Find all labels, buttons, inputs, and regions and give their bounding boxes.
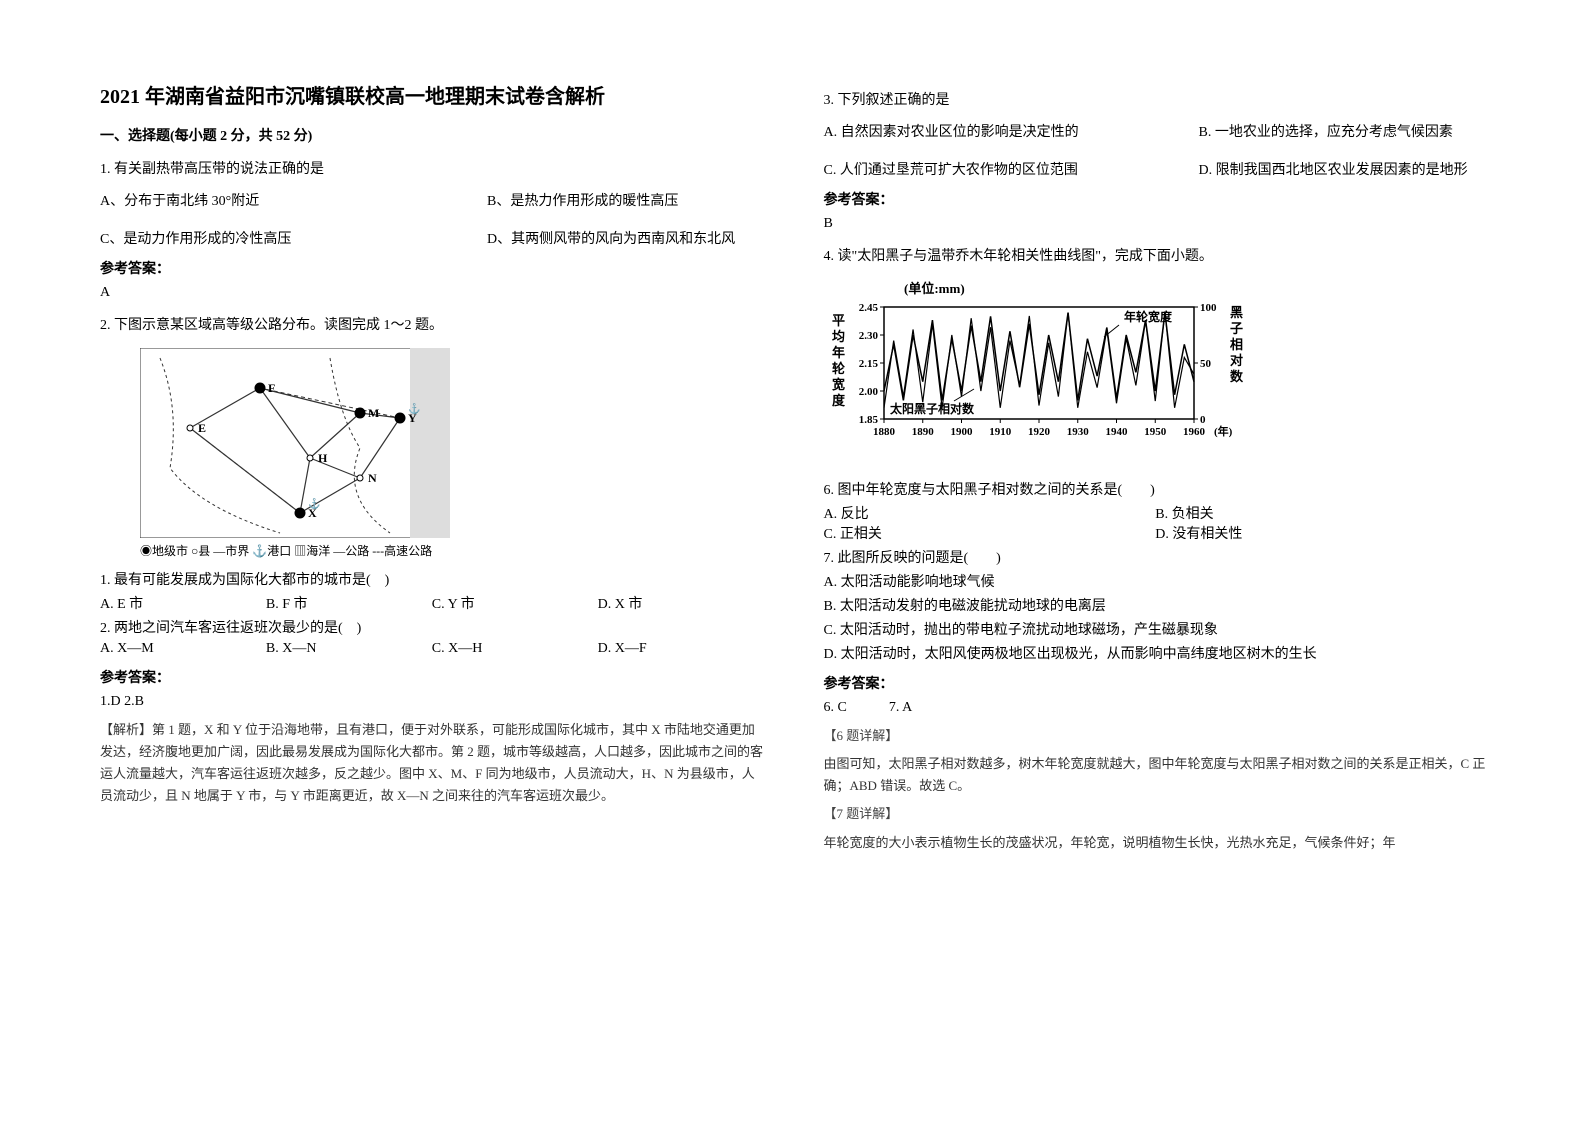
right-column: 3. 下列叙述正确的是 A. 自然因素对农业区位的影响是决定性的 B. 一地农业… bbox=[824, 80, 1488, 854]
explain7: 年轮宽度的大小表示植物生长的茂盛状况，年轮宽，说明植物生长快，光热水充足，气候条… bbox=[824, 832, 1488, 854]
opt: A. 反比 bbox=[824, 503, 1156, 523]
q1-answer: A bbox=[100, 282, 764, 304]
explain6-hd: 【6 题详解】 bbox=[824, 725, 1488, 747]
q3-answer: B bbox=[824, 213, 1488, 235]
opt: D. 没有相关性 bbox=[1155, 523, 1487, 543]
q4-stem: 4. 读"太阳黑子与温带乔木年轮相关性曲线图"，完成下面小题。 bbox=[824, 244, 1488, 269]
svg-text:2.30: 2.30 bbox=[858, 330, 878, 342]
svg-text:2.00: 2.00 bbox=[858, 386, 878, 398]
q3-opt-b: B. 一地农业的选择，应充分考虑气候因素 bbox=[1199, 121, 1487, 141]
svg-text:1880: 1880 bbox=[873, 426, 896, 438]
svg-text:1930: 1930 bbox=[1066, 426, 1089, 438]
svg-text:1950: 1950 bbox=[1144, 426, 1167, 438]
explain6: 由图可知，太阳黑子相对数越多，树木年轮宽度就越大，图中年轮宽度与太阳黑子相对数之… bbox=[824, 753, 1488, 797]
q4-answer: 6. C 7. A bbox=[824, 697, 1488, 719]
q2-sub1-opts: A. E 市 B. F 市 C. Y 市 D. X 市 bbox=[100, 593, 764, 613]
opt: B. 负相关 bbox=[1155, 503, 1487, 523]
svg-text:轮: 轮 bbox=[832, 361, 845, 376]
chart-svg: (单位:mm)平均年轮宽度黑子相对数1.852.002.152.302.4505… bbox=[824, 279, 1244, 469]
q1-opt-c: C、是动力作用形成的冷性高压 bbox=[100, 228, 487, 248]
svg-text:E: E bbox=[198, 421, 206, 435]
opt: B. F 市 bbox=[266, 593, 432, 613]
svg-text:2.45: 2.45 bbox=[858, 302, 878, 314]
svg-text:1940: 1940 bbox=[1105, 426, 1128, 438]
map-legend: ◉地级市 ○县 —市界 ⚓港口 ▥海洋 —公路 ---高速公路 bbox=[140, 542, 764, 559]
svg-text:太阳黑子相对数: 太阳黑子相对数 bbox=[890, 401, 975, 416]
q1-stem: 1. 有关副热带高压带的说法正确的是 bbox=[100, 157, 764, 182]
svg-text:50: 50 bbox=[1200, 358, 1212, 370]
svg-text:0: 0 bbox=[1200, 414, 1206, 426]
svg-text:Y: Y bbox=[408, 411, 417, 425]
q3-opt-c: C. 人们通过垦荒可扩大农作物的区位范围 bbox=[824, 159, 1199, 179]
left-column: 2021 年湖南省益阳市沉嘴镇联校高一地理期末试卷含解析 一、选择题(每小题 2… bbox=[100, 80, 764, 854]
q2-sub2-opts: A. X—M B. X—N C. X—H D. X—F bbox=[100, 641, 764, 657]
svg-text:1.85: 1.85 bbox=[858, 414, 878, 426]
svg-text:H: H bbox=[318, 451, 328, 465]
svg-text:F: F bbox=[268, 381, 275, 395]
svg-text:X: X bbox=[308, 506, 317, 520]
q2-answer-label: 参考答案： bbox=[100, 667, 764, 687]
svg-text:数: 数 bbox=[1230, 369, 1244, 384]
q4-sub6: 6. 图中年轮宽度与太阳黑子相对数之间的关系是( ) bbox=[824, 479, 1488, 499]
svg-text:对: 对 bbox=[1230, 353, 1243, 368]
svg-text:平: 平 bbox=[832, 313, 845, 328]
svg-text:1910: 1910 bbox=[989, 426, 1012, 438]
q4-sub6-opts2: C. 正相关 D. 没有相关性 bbox=[824, 523, 1488, 543]
opt: B. X—N bbox=[266, 641, 432, 657]
q3-opt-d: D. 限制我国西北地区农业发展因素的是地形 bbox=[1199, 159, 1487, 179]
q3-opt-a: A. 自然因素对农业区位的影响是决定性的 bbox=[824, 121, 1199, 141]
opt: A. X—M bbox=[100, 641, 266, 657]
q2-explain: 【解析】第 1 题，X 和 Y 位于沿海地带，且有港口，便于对外联系，可能形成国… bbox=[100, 719, 764, 807]
svg-text:子: 子 bbox=[1230, 321, 1243, 336]
opt: A. 太阳活动能影响地球气候 bbox=[824, 571, 1488, 591]
q4-chart: (单位:mm)平均年轮宽度黑子相对数1.852.002.152.302.4505… bbox=[824, 279, 1488, 469]
q1-opt-a: A、分布于南北纬 30°附近 bbox=[100, 190, 487, 210]
svg-text:(单位:mm): (单位:mm) bbox=[904, 281, 965, 296]
svg-text:1960: 1960 bbox=[1183, 426, 1206, 438]
svg-text:100: 100 bbox=[1200, 302, 1217, 314]
opt: B. 太阳活动发射的电磁波能扰动地球的电离层 bbox=[824, 595, 1488, 615]
q2-answer: 1.D 2.B bbox=[100, 691, 764, 713]
svg-text:N: N bbox=[368, 471, 377, 485]
svg-text:年轮宽度: 年轮宽度 bbox=[1124, 309, 1173, 324]
map-svg: EFM⚓YHN⚓X bbox=[140, 348, 450, 538]
q2-sub1: 1. 最有可能发展成为国际化大都市的城市是( ) bbox=[100, 569, 764, 589]
section-header: 一、选择题(每小题 2 分，共 52 分) bbox=[100, 125, 764, 145]
opt: C. Y 市 bbox=[432, 593, 598, 613]
opt: D. X—F bbox=[598, 641, 764, 657]
q3-stem: 3. 下列叙述正确的是 bbox=[824, 88, 1488, 113]
q1-answer-label: 参考答案： bbox=[100, 258, 764, 278]
opt: D. X 市 bbox=[598, 593, 764, 613]
svg-text:2.15: 2.15 bbox=[858, 358, 878, 370]
q3-options: A. 自然因素对农业区位的影响是决定性的 B. 一地农业的选择，应充分考虑气候因… bbox=[824, 121, 1488, 179]
q4-sub6-opts: A. 反比 B. 负相关 bbox=[824, 503, 1488, 523]
opt: C. X—H bbox=[432, 641, 598, 657]
svg-text:宽: 宽 bbox=[831, 377, 845, 392]
q1-opt-d: D、其两侧风带的风向为西南风和东北风 bbox=[487, 228, 763, 248]
opt: A. E 市 bbox=[100, 593, 266, 613]
svg-text:1920: 1920 bbox=[1028, 426, 1051, 438]
svg-text:1900: 1900 bbox=[950, 426, 973, 438]
svg-text:(年): (年) bbox=[1214, 424, 1233, 438]
q4-sub7: 7. 此图所反映的问题是( ) bbox=[824, 547, 1488, 567]
svg-text:相: 相 bbox=[1230, 337, 1243, 352]
exam-title: 2021 年湖南省益阳市沉嘴镇联校高一地理期末试卷含解析 bbox=[100, 80, 764, 109]
svg-text:度: 度 bbox=[832, 393, 846, 408]
opt: C. 正相关 bbox=[824, 523, 1156, 543]
q2-sub2: 2. 两地之间汽车客运往返班次最少的是( ) bbox=[100, 617, 764, 637]
svg-text:M: M bbox=[368, 406, 379, 420]
q1-opt-b: B、是热力作用形成的暖性高压 bbox=[487, 190, 763, 210]
svg-text:年: 年 bbox=[832, 345, 845, 360]
svg-text:1890: 1890 bbox=[911, 426, 934, 438]
q3-answer-label: 参考答案： bbox=[824, 189, 1488, 209]
q2-map: EFM⚓YHN⚓X ◉地级市 ○县 —市界 ⚓港口 ▥海洋 —公路 ---高速公… bbox=[100, 348, 764, 559]
svg-text:黑: 黑 bbox=[1230, 305, 1243, 320]
opt: C. 太阳活动时，抛出的带电粒子流扰动地球磁场，产生磁暴现象 bbox=[824, 619, 1488, 639]
opt: D. 太阳活动时，太阳风使两极地区出现极光，从而影响中高纬度地区树木的生长 bbox=[824, 643, 1488, 663]
q2-stem: 2. 下图示意某区域高等级公路分布。读图完成 1～2 题。 bbox=[100, 313, 764, 338]
svg-text:均: 均 bbox=[832, 329, 845, 344]
q1-options: A、分布于南北纬 30°附近 B、是热力作用形成的暖性高压 C、是动力作用形成的… bbox=[100, 190, 764, 248]
q4-answer-label: 参考答案： bbox=[824, 673, 1488, 693]
explain7-hd: 【7 题详解】 bbox=[824, 803, 1488, 825]
